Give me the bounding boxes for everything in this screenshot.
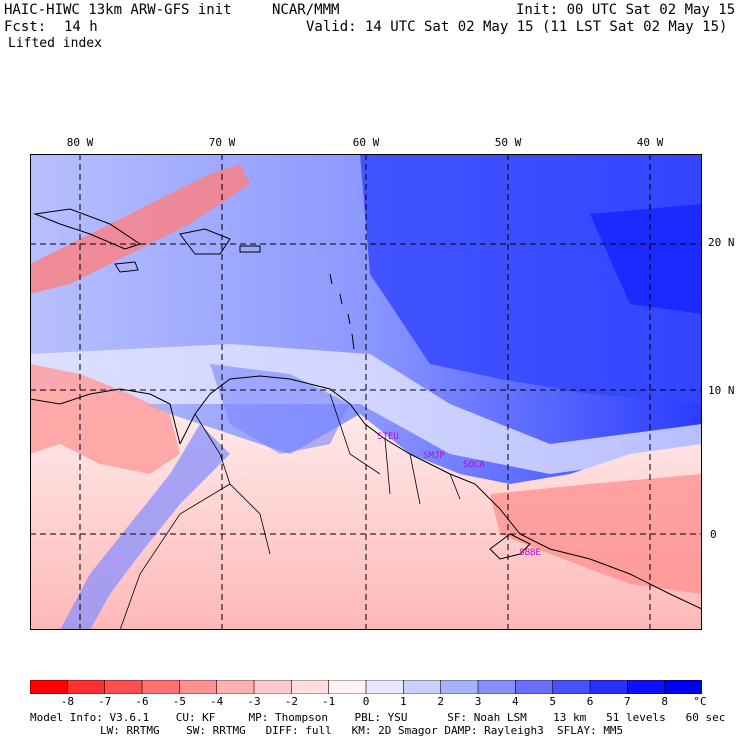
legend-tick-label: 3 (474, 695, 482, 708)
legend-swatch (67, 680, 106, 694)
legend-tick-label: -5 (172, 695, 186, 708)
legend-tick-label: 8 (661, 695, 668, 708)
field-unstable-central-america (30, 364, 180, 474)
station-steu: STEU (377, 432, 399, 442)
legend-swatch (291, 680, 330, 694)
model-title: HAIC-HIWC 13km ARW-GFS init (4, 2, 232, 18)
legend-tick-label: -3 (247, 695, 261, 708)
map-canvas (30, 154, 702, 630)
center-name: NCAR/MMM (272, 2, 340, 18)
legend-swatch (664, 680, 702, 694)
lon-label-60w: 60 W (352, 136, 380, 149)
station-soca: SOCA (463, 460, 485, 470)
legend-tick-label: 5 (549, 695, 556, 708)
graticule (30, 154, 702, 630)
map-frame (30, 154, 702, 630)
coast-hispaniola (179, 228, 231, 255)
field-neutral-band (30, 344, 702, 474)
coast-jamaica (114, 261, 139, 273)
legend-tick-label: 7 (624, 695, 631, 708)
fcst-label: Fcst: (4, 19, 47, 35)
init-time: Init: 00 UTC Sat 02 May 15 (516, 2, 736, 18)
legend-tick-label: 1 (400, 695, 407, 708)
coast-puerto-rico (239, 245, 261, 253)
fcst-value: 14 h (64, 19, 98, 35)
field-unstable-caribbean (30, 164, 250, 294)
legend-colorbar (30, 680, 702, 694)
country-borders (119, 393, 461, 630)
legend-swatch (477, 680, 517, 694)
legend-tick-label: 2 (437, 695, 444, 708)
legend-swatch (328, 680, 367, 694)
legend-tick-label: -2 (284, 695, 298, 708)
station-sbbe: SBBE (519, 548, 541, 558)
field-name: Lifted index (8, 36, 102, 51)
lon-label-80w: 80 W (66, 136, 94, 149)
station-smjp: SMJP (423, 451, 445, 461)
legend-swatch (253, 680, 293, 694)
model-info-line2: LW: RRTMG SW: RRTMG DIFF: full KM: 2D Sm… (100, 724, 624, 737)
legend-swatch (179, 680, 218, 694)
legend-swatch (141, 680, 181, 694)
lat-label-eq: 0 (710, 528, 717, 541)
lat-label-20n: 20 N (708, 236, 735, 249)
legend-tick-label: -8 (60, 695, 74, 708)
legend-tick-label: -6 (135, 695, 149, 708)
coastlines (30, 208, 702, 630)
coast-lesser-antilles (329, 273, 355, 350)
field-stable-andes (60, 424, 230, 630)
legend-swatch (440, 680, 479, 694)
lat-label-10n: 10 N (708, 384, 735, 397)
legend-tick-label: 0 (362, 695, 370, 708)
coast-central-america (30, 388, 181, 445)
model-info-line1: Model Info: V3.6.1 CU: KF MP: Thompson P… (30, 711, 726, 724)
lifted-index-map: STEU SMJP SOCA SBBE (30, 154, 702, 630)
lon-label-50w: 50 W (494, 136, 522, 149)
field-stable-venezuela (210, 364, 350, 454)
legend-swatch (589, 680, 629, 694)
legend-tick-label: -7 (98, 695, 112, 708)
legend-swatch (403, 680, 442, 694)
legend-tick-label: 6 (586, 695, 594, 708)
coast-cuba (33, 208, 142, 250)
legend-swatch (627, 680, 666, 694)
coast-amazon-delta (489, 533, 531, 560)
legend-tick-label: -4 (210, 695, 224, 708)
legend-unit: °C (693, 695, 707, 708)
legend-tick-label: -1 (322, 695, 336, 708)
legend-swatch (104, 680, 143, 694)
legend-swatch (365, 680, 405, 694)
legend-tick-label: 4 (512, 695, 519, 708)
legend-swatch (30, 680, 69, 694)
lon-label-40w: 40 W (636, 136, 664, 149)
legend-swatch (515, 680, 554, 694)
lon-label-70w: 70 W (208, 136, 236, 149)
legend-swatch (216, 680, 255, 694)
field-very-stable (590, 204, 702, 314)
valid-time: Valid: 14 UTC Sat 02 May 15 (11 LST Sat … (306, 19, 728, 35)
legend-swatch (552, 680, 591, 694)
